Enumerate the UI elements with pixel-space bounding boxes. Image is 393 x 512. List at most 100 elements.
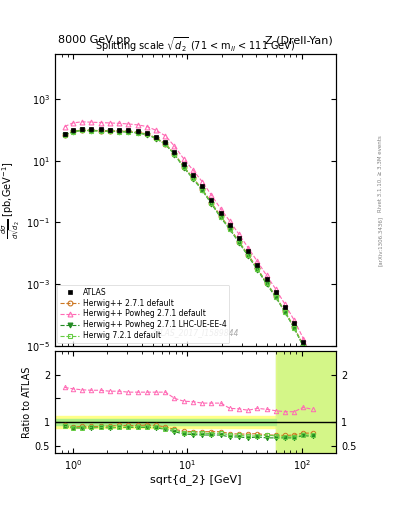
Text: ATLAS_2017_I1589844: ATLAS_2017_I1589844 — [152, 328, 239, 337]
Line: Herwig 7.2.1 default: Herwig 7.2.1 default — [62, 128, 315, 368]
Herwig++ 2.7.1 default — [136, 130, 140, 136]
Herwig++ Powheg 2.7.1 LHC-UE-EE-4 — [292, 325, 296, 331]
Herwig++ 2.7.1 default — [301, 343, 306, 349]
Herwig++ 2.7.1 default — [154, 135, 158, 141]
Herwig 7.2.1 default — [117, 129, 121, 135]
ATLAS — [136, 129, 140, 135]
Herwig++ Powheg 2.7.1 LHC-UE-EE-4 — [264, 281, 269, 287]
Herwig++ Powheg 2.7.1 default — [79, 119, 84, 125]
ATLAS — [237, 234, 241, 241]
Herwig 7.2.1 default — [98, 128, 103, 134]
Herwig++ Powheg 2.7.1 default — [89, 119, 94, 125]
Herwig++ Powheg 2.7.1 default — [163, 133, 168, 139]
Herwig++ Powheg 2.7.1 LHC-UE-EE-4 — [228, 226, 232, 232]
Herwig++ 2.7.1 default — [62, 132, 67, 138]
Herwig++ Powheg 2.7.1 default — [292, 317, 296, 323]
ATLAS — [292, 319, 296, 326]
Legend: ATLAS, Herwig++ 2.7.1 default, Herwig++ Powheg 2.7.1 default, Herwig++ Powheg 2.: ATLAS, Herwig++ 2.7.1 default, Herwig++ … — [57, 285, 230, 344]
Herwig 7.2.1 default — [255, 266, 260, 272]
Text: Rivet 3.1.10, ≥ 3.3M events: Rivet 3.1.10, ≥ 3.3M events — [378, 136, 383, 212]
Herwig++ 2.7.1 default — [89, 127, 94, 134]
Herwig++ 2.7.1 default — [117, 128, 121, 134]
Herwig++ 2.7.1 default — [200, 186, 205, 193]
X-axis label: sqrt{d_2} [GeV]: sqrt{d_2} [GeV] — [150, 475, 241, 485]
Text: 8000 GeV pp: 8000 GeV pp — [58, 35, 130, 45]
Line: Herwig++ 2.7.1 default: Herwig++ 2.7.1 default — [62, 127, 315, 368]
Herwig++ 2.7.1 default — [255, 265, 260, 271]
ATLAS — [145, 130, 149, 136]
Herwig++ Powheg 2.7.1 LHC-UE-EE-4 — [255, 267, 260, 273]
Herwig 7.2.1 default — [107, 128, 112, 134]
Line: Herwig++ Powheg 2.7.1 default: Herwig++ Powheg 2.7.1 default — [62, 119, 315, 361]
ATLAS — [209, 197, 214, 203]
ATLAS — [172, 148, 177, 155]
Herwig++ Powheg 2.7.1 LHC-UE-EE-4 — [136, 130, 140, 136]
ATLAS — [79, 125, 84, 132]
Herwig++ Powheg 2.7.1 LHC-UE-EE-4 — [126, 129, 130, 135]
Herwig++ 2.7.1 default — [237, 239, 241, 245]
Text: Z (Drell-Yan): Z (Drell-Yan) — [265, 35, 333, 45]
Y-axis label: $\frac{d\sigma}{d\sqrt{d_2}}$ [pb,GeV$^{-1}$]: $\frac{d\sigma}{d\sqrt{d_2}}$ [pb,GeV$^{… — [0, 161, 24, 239]
Herwig++ Powheg 2.7.1 default — [145, 123, 149, 130]
Herwig 7.2.1 default — [126, 129, 130, 135]
Herwig++ Powheg 2.7.1 default — [246, 245, 251, 251]
ATLAS — [191, 172, 195, 178]
Herwig++ Powheg 2.7.1 LHC-UE-EE-4 — [107, 128, 112, 134]
Herwig 7.2.1 default — [200, 187, 205, 193]
Herwig++ Powheg 2.7.1 LHC-UE-EE-4 — [274, 294, 278, 301]
Herwig++ Powheg 2.7.1 LHC-UE-EE-4 — [163, 141, 168, 147]
ATLAS — [274, 289, 278, 295]
Herwig++ 2.7.1 default — [246, 251, 251, 258]
ATLAS — [200, 183, 205, 189]
Herwig 7.2.1 default — [283, 309, 287, 315]
Herwig++ 2.7.1 default — [283, 308, 287, 314]
Herwig++ 2.7.1 default — [70, 129, 75, 135]
Herwig 7.2.1 default — [292, 325, 296, 331]
Herwig++ Powheg 2.7.1 LHC-UE-EE-4 — [117, 129, 121, 135]
Herwig++ Powheg 2.7.1 default — [283, 301, 287, 307]
Herwig++ Powheg 2.7.1 LHC-UE-EE-4 — [89, 127, 94, 134]
Herwig++ 2.7.1 default — [218, 213, 223, 219]
Herwig++ Powheg 2.7.1 LHC-UE-EE-4 — [246, 253, 251, 259]
Herwig 7.2.1 default — [172, 151, 177, 157]
Herwig++ Powheg 2.7.1 LHC-UE-EE-4 — [310, 364, 315, 370]
Herwig++ Powheg 2.7.1 default — [136, 122, 140, 128]
Herwig++ Powheg 2.7.1 default — [255, 259, 260, 265]
ATLAS — [98, 126, 103, 133]
ATLAS — [107, 126, 112, 133]
ATLAS — [246, 248, 251, 254]
ATLAS — [154, 134, 158, 140]
Herwig 7.2.1 default — [209, 200, 214, 206]
Herwig++ 2.7.1 default — [172, 151, 177, 157]
Y-axis label: Ratio to ATLAS: Ratio to ATLAS — [22, 366, 32, 438]
ATLAS — [126, 127, 130, 134]
Herwig++ Powheg 2.7.1 LHC-UE-EE-4 — [200, 187, 205, 194]
ATLAS — [163, 139, 168, 145]
Herwig 7.2.1 default — [89, 127, 94, 134]
Herwig 7.2.1 default — [246, 252, 251, 259]
ATLAS — [310, 358, 315, 365]
Herwig++ Powheg 2.7.1 LHC-UE-EE-4 — [191, 176, 195, 182]
ATLAS — [218, 210, 223, 216]
Herwig++ Powheg 2.7.1 LHC-UE-EE-4 — [98, 128, 103, 134]
Herwig 7.2.1 default — [301, 343, 306, 349]
ATLAS — [283, 304, 287, 310]
Herwig++ 2.7.1 default — [264, 280, 269, 286]
Herwig++ 2.7.1 default — [126, 129, 130, 135]
Herwig 7.2.1 default — [163, 141, 168, 147]
Herwig++ 2.7.1 default — [310, 362, 315, 368]
Herwig++ Powheg 2.7.1 default — [117, 120, 121, 126]
Herwig++ Powheg 2.7.1 LHC-UE-EE-4 — [209, 201, 214, 207]
ATLAS — [182, 161, 186, 167]
Herwig++ 2.7.1 default — [209, 200, 214, 206]
ATLAS — [228, 222, 232, 228]
Herwig++ Powheg 2.7.1 default — [264, 272, 269, 279]
Herwig++ 2.7.1 default — [292, 324, 296, 330]
Herwig++ Powheg 2.7.1 LHC-UE-EE-4 — [301, 344, 306, 350]
Herwig++ Powheg 2.7.1 default — [182, 156, 186, 162]
Herwig 7.2.1 default — [145, 132, 149, 138]
Herwig++ 2.7.1 default — [182, 163, 186, 169]
ATLAS — [62, 131, 67, 137]
Line: ATLAS: ATLAS — [62, 126, 315, 364]
Herwig 7.2.1 default — [154, 135, 158, 141]
